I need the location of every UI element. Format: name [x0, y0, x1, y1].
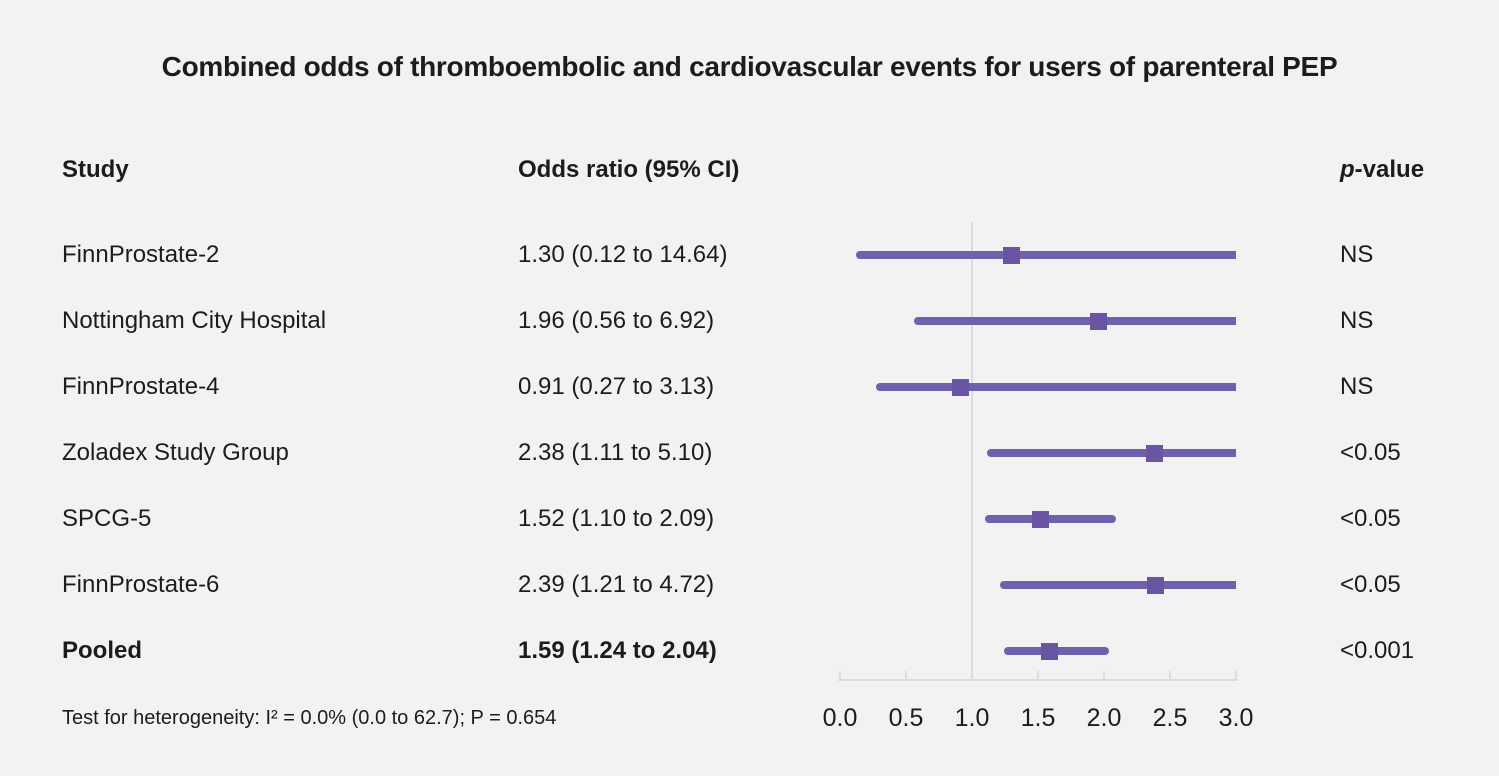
x-axis-tick-label: 3.0	[1218, 704, 1254, 732]
or-marker	[1032, 510, 1050, 528]
or-ci-value: 0.91 (0.27 to 3.13)	[518, 373, 715, 400]
column-header-odds-ratio: Odds ratio (95% CI)	[518, 156, 740, 183]
heterogeneity-note: Test for heterogeneity: I² = 0.0% (0.0 t…	[62, 707, 557, 729]
p-value-header-italic-p: p	[1340, 156, 1355, 183]
or-ci-value: 1.30 (0.12 to 14.64)	[518, 241, 728, 268]
x-axis-tick	[971, 671, 973, 679]
ci-line	[855, 251, 1236, 259]
or-ci-value: 2.38 (1.11 to 5.10)	[518, 439, 713, 466]
x-axis-tick-label: 1.5	[1020, 704, 1056, 732]
column-header-p-value: p-value	[1340, 155, 1424, 185]
or-marker	[1090, 312, 1108, 330]
ci-line	[875, 383, 1236, 391]
study-label: FinnProstate-4	[62, 373, 220, 400]
x-axis-tick	[1103, 671, 1105, 679]
x-axis-tick-label: 2.5	[1152, 704, 1188, 732]
study-label: FinnProstate-2	[62, 241, 220, 268]
study-label: Zoladex Study Group	[62, 439, 289, 466]
column-header-study: Study	[62, 156, 129, 183]
x-axis-tick	[1169, 671, 1171, 679]
x-axis	[838, 679, 1238, 681]
x-axis-tick	[1037, 671, 1039, 679]
x-axis-tick-label: 1.0	[954, 704, 990, 732]
reference-line	[971, 222, 973, 681]
x-axis-tick	[839, 671, 841, 679]
or-ci-value: 2.39 (1.21 to 4.72)	[518, 571, 715, 598]
ci-line	[913, 317, 1236, 325]
p-value: <0.05	[1340, 439, 1401, 466]
ci-line	[985, 515, 1116, 523]
study-label: Nottingham City Hospital	[62, 307, 327, 334]
study-label: FinnProstate-6	[62, 571, 220, 598]
study-label: Pooled	[62, 637, 143, 664]
p-value: <0.001	[1340, 637, 1415, 664]
x-axis-tick	[905, 671, 907, 679]
study-label: SPCG-5	[62, 505, 152, 532]
or-ci-value: 1.52 (1.10 to 2.09)	[518, 505, 715, 532]
p-value-header-rest: -value	[1354, 156, 1425, 183]
x-axis-tick-label: 0.5	[888, 704, 924, 732]
x-axis-tick	[1235, 671, 1237, 679]
ci-line	[986, 449, 1236, 457]
or-ci-value: 1.96 (0.56 to 6.92)	[518, 307, 715, 334]
p-value: NS	[1340, 241, 1374, 268]
or-marker	[1041, 642, 1059, 660]
or-marker	[1145, 444, 1163, 462]
p-value: NS	[1340, 373, 1374, 400]
p-value: <0.05	[1340, 505, 1401, 532]
or-marker	[1003, 246, 1021, 264]
x-axis-tick-label: 2.0	[1086, 704, 1122, 732]
or-marker	[1146, 576, 1164, 594]
or-marker	[951, 378, 969, 396]
p-value: NS	[1340, 307, 1374, 334]
or-ci-value: 1.59 (1.24 to 2.04)	[518, 637, 717, 664]
ci-line	[999, 581, 1236, 589]
x-axis-tick-label: 0.0	[822, 704, 858, 732]
p-value: <0.05	[1340, 571, 1401, 598]
page-title: Combined odds of thromboembolic and card…	[161, 51, 1338, 82]
